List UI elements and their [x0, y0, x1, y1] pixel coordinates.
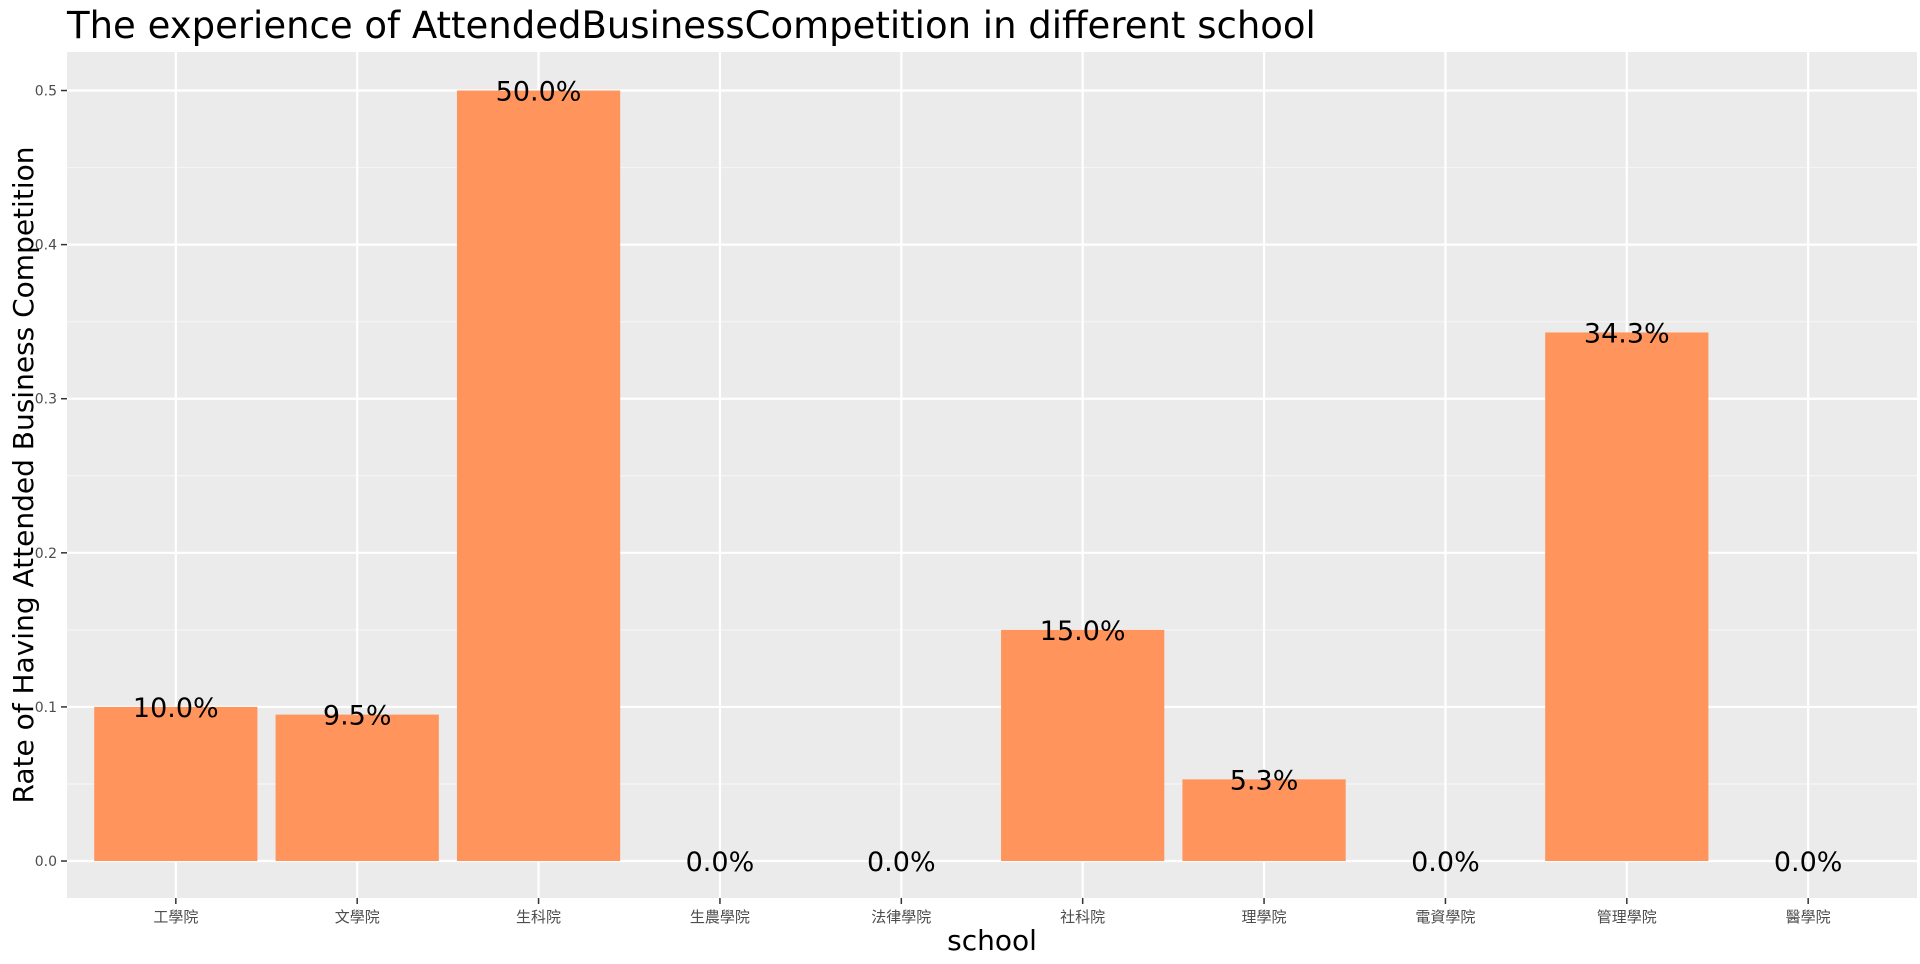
bar — [1545, 332, 1709, 862]
bar — [456, 90, 621, 862]
bar — [1001, 629, 1165, 862]
bar — [1182, 779, 1346, 862]
x-tick-label: 法律學院 — [871, 908, 931, 926]
data-label: 15.0% — [1040, 616, 1126, 647]
data-label: 10.0% — [133, 693, 219, 724]
y-tick-label: 0.3 — [35, 392, 57, 408]
data-label: 0.0% — [686, 847, 755, 878]
x-tick-label: 醫學院 — [1786, 908, 1831, 926]
bar — [94, 706, 258, 862]
chart-title: The experience of AttendedBusinessCompet… — [66, 4, 1316, 47]
data-labels: 10.0% 9.5% 50.0% 0.0% 0.0% 15.0% 5.3% 0.0% 34.3%… — [133, 77, 1843, 878]
x-tick-label: 管理學院 — [1597, 908, 1657, 926]
bar — [275, 714, 439, 862]
data-label: 0.0% — [867, 847, 936, 878]
y-tick-label: 0.0 — [35, 854, 57, 870]
data-label: 50.0% — [496, 77, 582, 108]
data-label: 0.0% — [1411, 847, 1480, 878]
data-label: 5.3% — [1230, 765, 1299, 796]
x-axis-ticks: 工學院 文學院 生科院 生農學院 法律學院 社科院 理學院 電資學院 管理學院 醫學院 — [153, 898, 1831, 926]
x-tick-label: 生農學院 — [690, 908, 750, 926]
y-axis-title: Rate of Having Attended Business Competi… — [7, 147, 40, 804]
x-tick-label: 生科院 — [516, 908, 561, 926]
x-tick-label: 理學院 — [1242, 908, 1287, 926]
y-tick-label: 0.5 — [35, 84, 57, 100]
data-label: 34.3% — [1584, 318, 1670, 349]
x-tick-label: 工學院 — [153, 908, 198, 926]
y-tick-label: 0.1 — [35, 700, 57, 716]
data-label: 0.0% — [1774, 847, 1843, 878]
x-tick-label: 電資學院 — [1415, 908, 1475, 926]
y-tick-label: 0.2 — [35, 546, 57, 562]
x-axis-title: school — [947, 924, 1037, 957]
x-tick-label: 文學院 — [335, 908, 380, 926]
x-tick-label: 社科院 — [1060, 908, 1105, 926]
data-label: 9.5% — [323, 701, 392, 732]
y-tick-label: 0.4 — [35, 238, 57, 254]
y-axis-ticks: 0.0 0.1 0.2 0.3 0.4 0.5 — [35, 84, 67, 870]
bars — [94, 90, 1709, 862]
